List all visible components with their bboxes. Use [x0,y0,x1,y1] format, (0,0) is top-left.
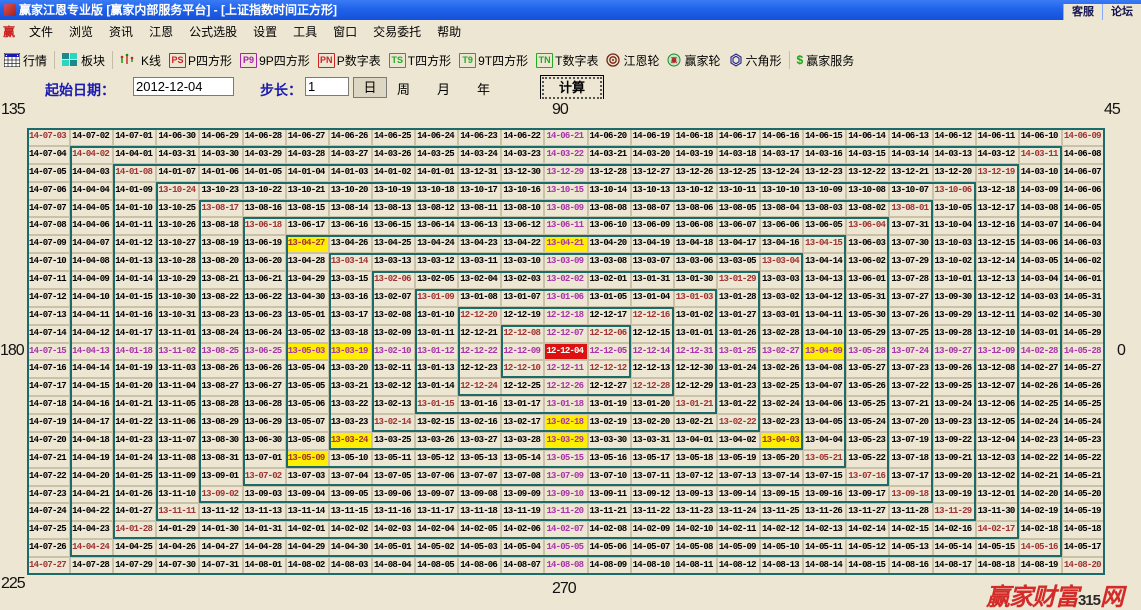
svg-text:赢: 赢 [671,57,677,65]
